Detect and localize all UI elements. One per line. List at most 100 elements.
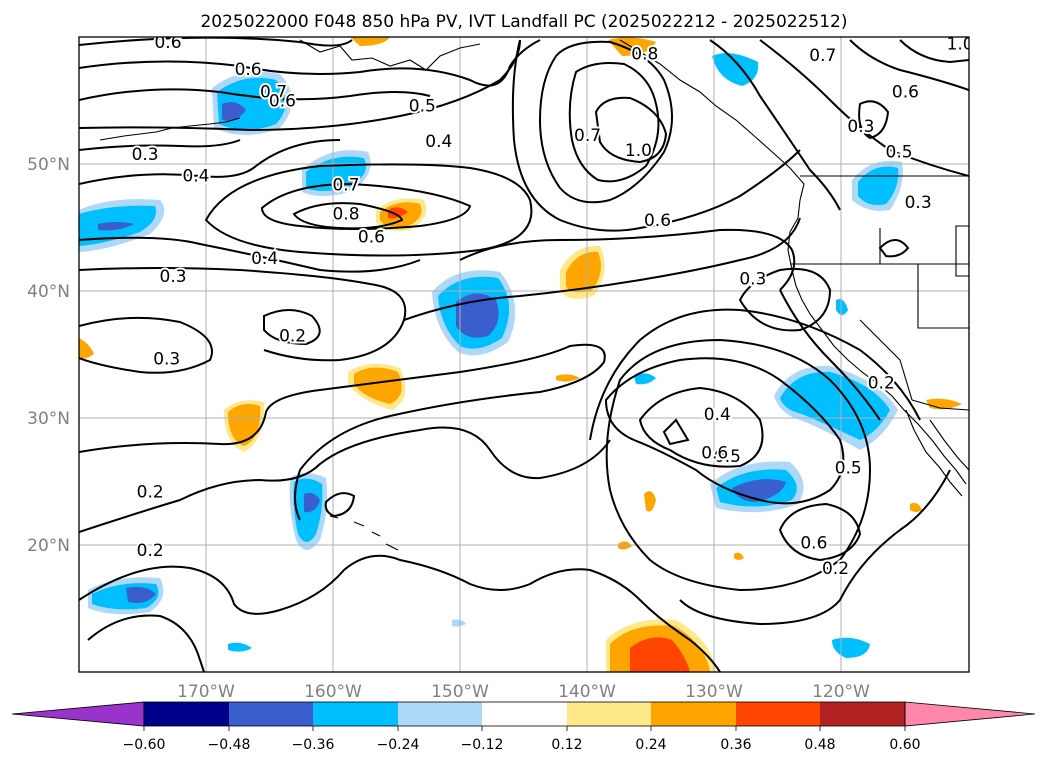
pv-contour	[568, 62, 660, 183]
pv-blob	[354, 367, 402, 404]
pv-contour	[594, 96, 668, 164]
colorbar-segment	[482, 702, 567, 726]
colorbar-ticks	[143, 726, 906, 731]
contour-label: 0.6	[644, 211, 671, 231]
canada-coast	[787, 199, 967, 485]
pv-blob	[566, 251, 601, 293]
pv-contour	[738, 268, 832, 332]
pv-contour	[79, 267, 407, 362]
colorbar-tick-label: −0.24	[377, 737, 420, 753]
contour-label: 0.8	[631, 45, 658, 65]
contour-label: 0.6	[701, 443, 728, 463]
contour-label: 1.0	[947, 34, 974, 54]
pv-blob	[618, 541, 632, 550]
colorbar-extend-low	[11, 701, 145, 727]
pv-blob	[350, 37, 390, 46]
pv-contour	[709, 39, 841, 211]
pv-contour	[605, 338, 872, 592]
pv-contour	[849, 39, 969, 91]
colorbar-tick-label: 0.12	[551, 737, 582, 753]
lat-tick-label: 50°N	[27, 155, 70, 175]
aleutian-islands	[99, 117, 241, 141]
pv-contour	[263, 309, 321, 346]
pv-contour	[79, 37, 353, 47]
pv-contours	[79, 37, 969, 672]
pv-blob	[79, 338, 94, 359]
colorbar-tick-label: −0.36	[292, 737, 335, 753]
state-border	[859, 319, 913, 401]
pv-contour	[79, 236, 421, 273]
pv-contour	[79, 39, 521, 132]
contour-label: 0.5	[409, 97, 436, 117]
contour-label: 0.5	[886, 142, 913, 162]
pv-blob	[228, 642, 252, 652]
contour-label: 0.8	[332, 205, 359, 225]
map-panel: 0.60.60.70.6 0.50.40.30.4 0.70.80.60.40.30…	[78, 33, 974, 673]
colorbar-segment	[313, 702, 398, 726]
colorbar-tick-label: 0.60	[889, 737, 920, 753]
pv-contour	[79, 554, 721, 672]
contour-label: 0.6	[800, 533, 827, 553]
state-border	[911, 399, 969, 411]
pv-blob	[456, 293, 499, 338]
colorbar-segment	[567, 702, 651, 726]
contour-label: 0.4	[425, 132, 452, 152]
contour-label: 0.5	[835, 459, 862, 479]
colorbar-extend-high	[904, 701, 1036, 727]
colorbar-frame	[143, 701, 906, 727]
pv-blob	[630, 637, 690, 672]
colorbar: −0.60 −0.48 −0.36 −0.24 −0.12 0.12 0.24 …	[11, 701, 1036, 753]
pv-contour	[79, 139, 341, 185]
lon-tick-label: 120°W	[812, 682, 870, 702]
pv-blob	[712, 53, 759, 86]
colorbar-tick-label: 0.24	[635, 737, 666, 753]
contour-label: 0.3	[160, 267, 187, 287]
alaska-coast	[299, 39, 481, 71]
pv-blob	[910, 502, 922, 512]
lat-tick-labels: 20°N 30°N 40°N 50°N	[27, 155, 70, 556]
lat-tick-label: 20°N	[27, 536, 70, 556]
pv-contour	[538, 40, 673, 204]
pv-shading	[79, 37, 962, 672]
lat-tick-label: 30°N	[27, 409, 70, 429]
colorbar-segment	[398, 702, 482, 726]
colorbar-tick-label: 0.36	[720, 737, 751, 753]
pv-contour	[778, 502, 862, 562]
colorbar-segment	[651, 702, 736, 726]
colorbar-segment	[820, 702, 905, 726]
pv-blob	[222, 102, 246, 121]
map-gridlines	[79, 37, 969, 672]
contour-label: 0.7	[332, 175, 359, 195]
pv-contour	[292, 202, 404, 230]
colorbar-segment	[144, 702, 229, 726]
pv-blob	[780, 371, 890, 440]
contour-label: 0.6	[269, 92, 296, 112]
contour-label: 0.3	[739, 269, 766, 289]
colorbar-segment	[229, 702, 313, 726]
map-frame	[78, 36, 970, 673]
contour-label: 1.0	[625, 141, 652, 161]
pv-blob	[734, 552, 744, 560]
contour-label: 0.2	[137, 483, 164, 503]
mexico-coast	[929, 419, 969, 471]
pv-contour	[459, 228, 796, 291]
pv-contour	[779, 289, 881, 421]
pv-blob	[644, 491, 656, 512]
baja-peninsula	[905, 409, 963, 497]
contour-label: 0.6	[154, 33, 181, 53]
pv-blob	[836, 299, 848, 315]
pv-blob	[126, 586, 156, 603]
gulf-california-outline	[955, 225, 969, 277]
colorbar-segment	[736, 702, 820, 726]
contour-label: 0.4	[251, 249, 278, 269]
contour-label: 0.2	[868, 373, 895, 393]
colorbar-tick-label: −0.12	[461, 737, 504, 753]
contour-label: 0.3	[153, 349, 180, 369]
pv-blob	[556, 374, 580, 382]
colorbar-tick-label: −0.48	[208, 737, 251, 753]
pv-blob	[634, 373, 656, 385]
pv-blob	[304, 492, 320, 513]
colorbar-tick-label: −0.60	[123, 737, 166, 753]
contour-label: 0.2	[822, 559, 849, 579]
